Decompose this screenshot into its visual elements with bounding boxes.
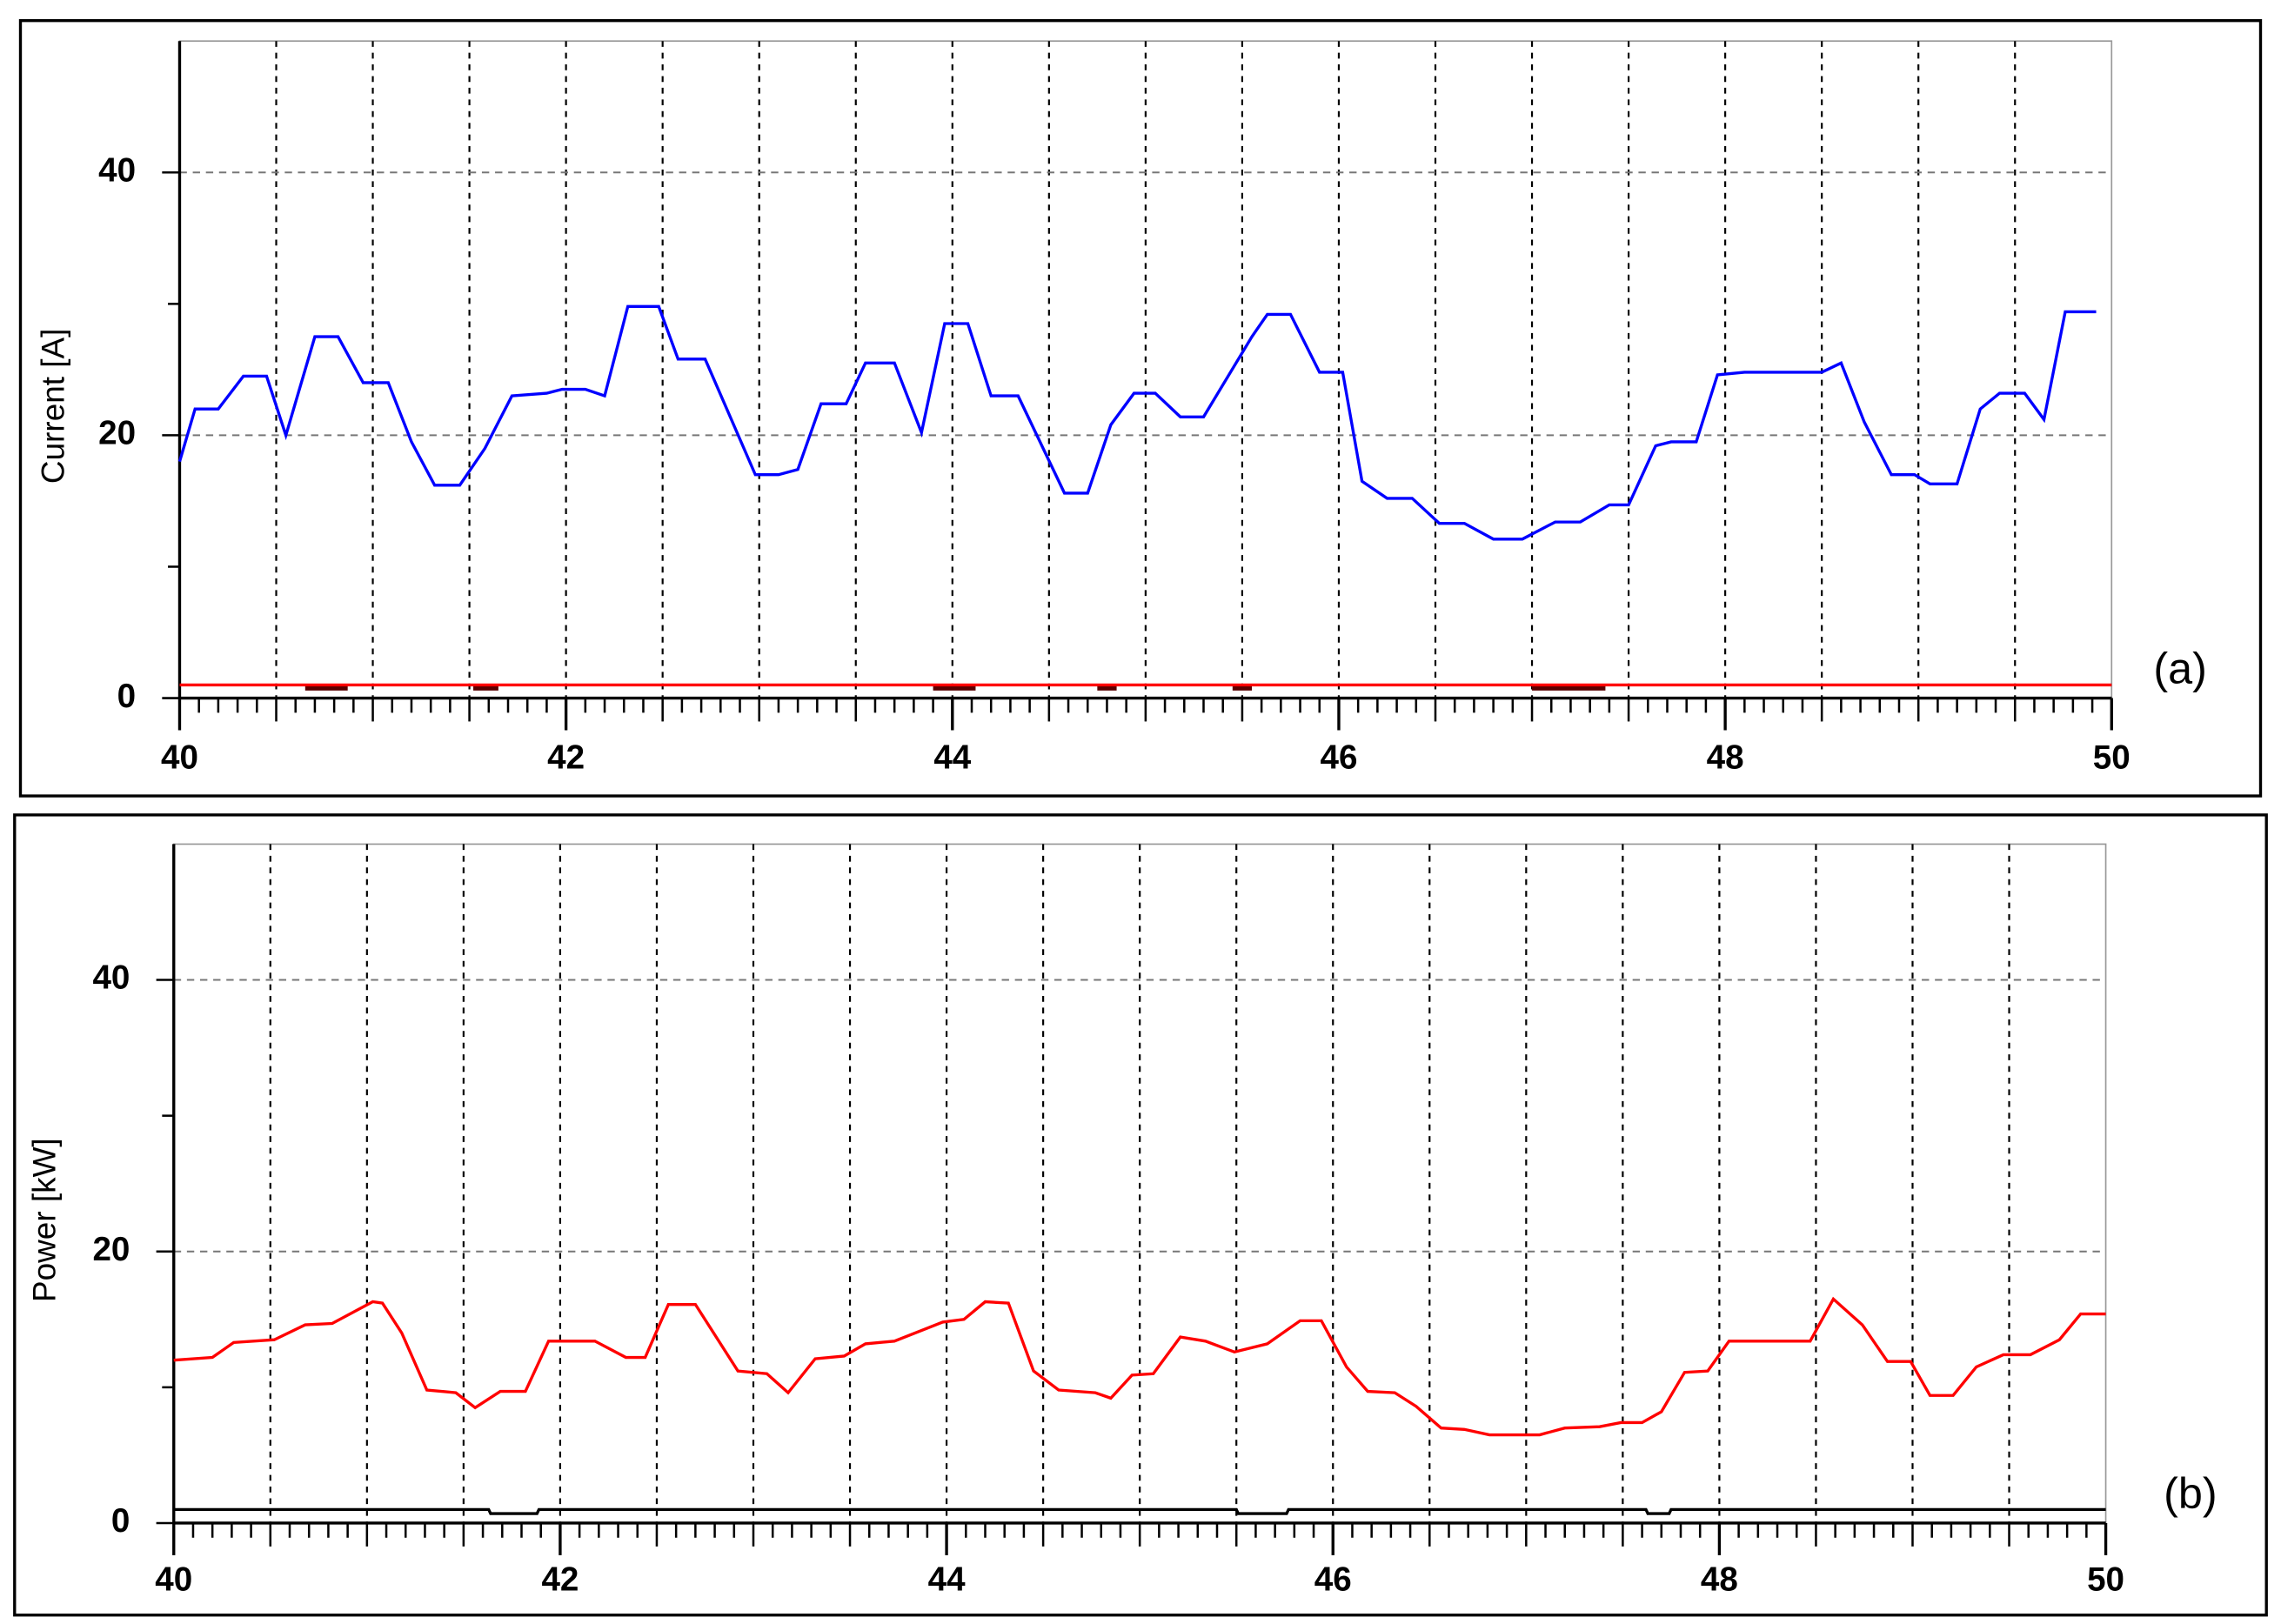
y-axis-title: Current [A]: [36, 329, 71, 484]
y-tick-label: 40: [98, 151, 136, 189]
x-tick-label: 42: [547, 738, 585, 776]
y-tick-label: 20: [92, 1231, 130, 1268]
x-tick-label: 44: [933, 738, 971, 776]
y-tick-label: 40: [92, 959, 130, 997]
x-tick-label: 42: [541, 1561, 579, 1598]
series-line: [177, 304, 2097, 541]
x-tick-label: 50: [2093, 738, 2130, 776]
y-tick-label: 20: [98, 415, 136, 452]
panel-label: (a): [2153, 644, 2207, 693]
x-tick-label: 48: [1701, 1561, 1738, 1598]
x-tick-label: 44: [928, 1561, 966, 1598]
panel-label: (b): [2164, 1468, 2217, 1518]
series-line: [173, 1296, 2106, 1437]
y-tick-label: 0: [117, 678, 136, 715]
x-tick-label: 40: [161, 738, 198, 776]
y-axis-title: Power [kW]: [26, 1138, 62, 1302]
y-tick-label: 0: [111, 1502, 130, 1540]
x-tick-label: 50: [2087, 1561, 2124, 1598]
x-tick-label: 46: [1320, 738, 1357, 776]
x-tick-label: 46: [1314, 1561, 1352, 1598]
series-line: [173, 1507, 2106, 1515]
x-tick-label: 48: [1707, 738, 1744, 776]
x-tick-label: 40: [155, 1561, 192, 1598]
